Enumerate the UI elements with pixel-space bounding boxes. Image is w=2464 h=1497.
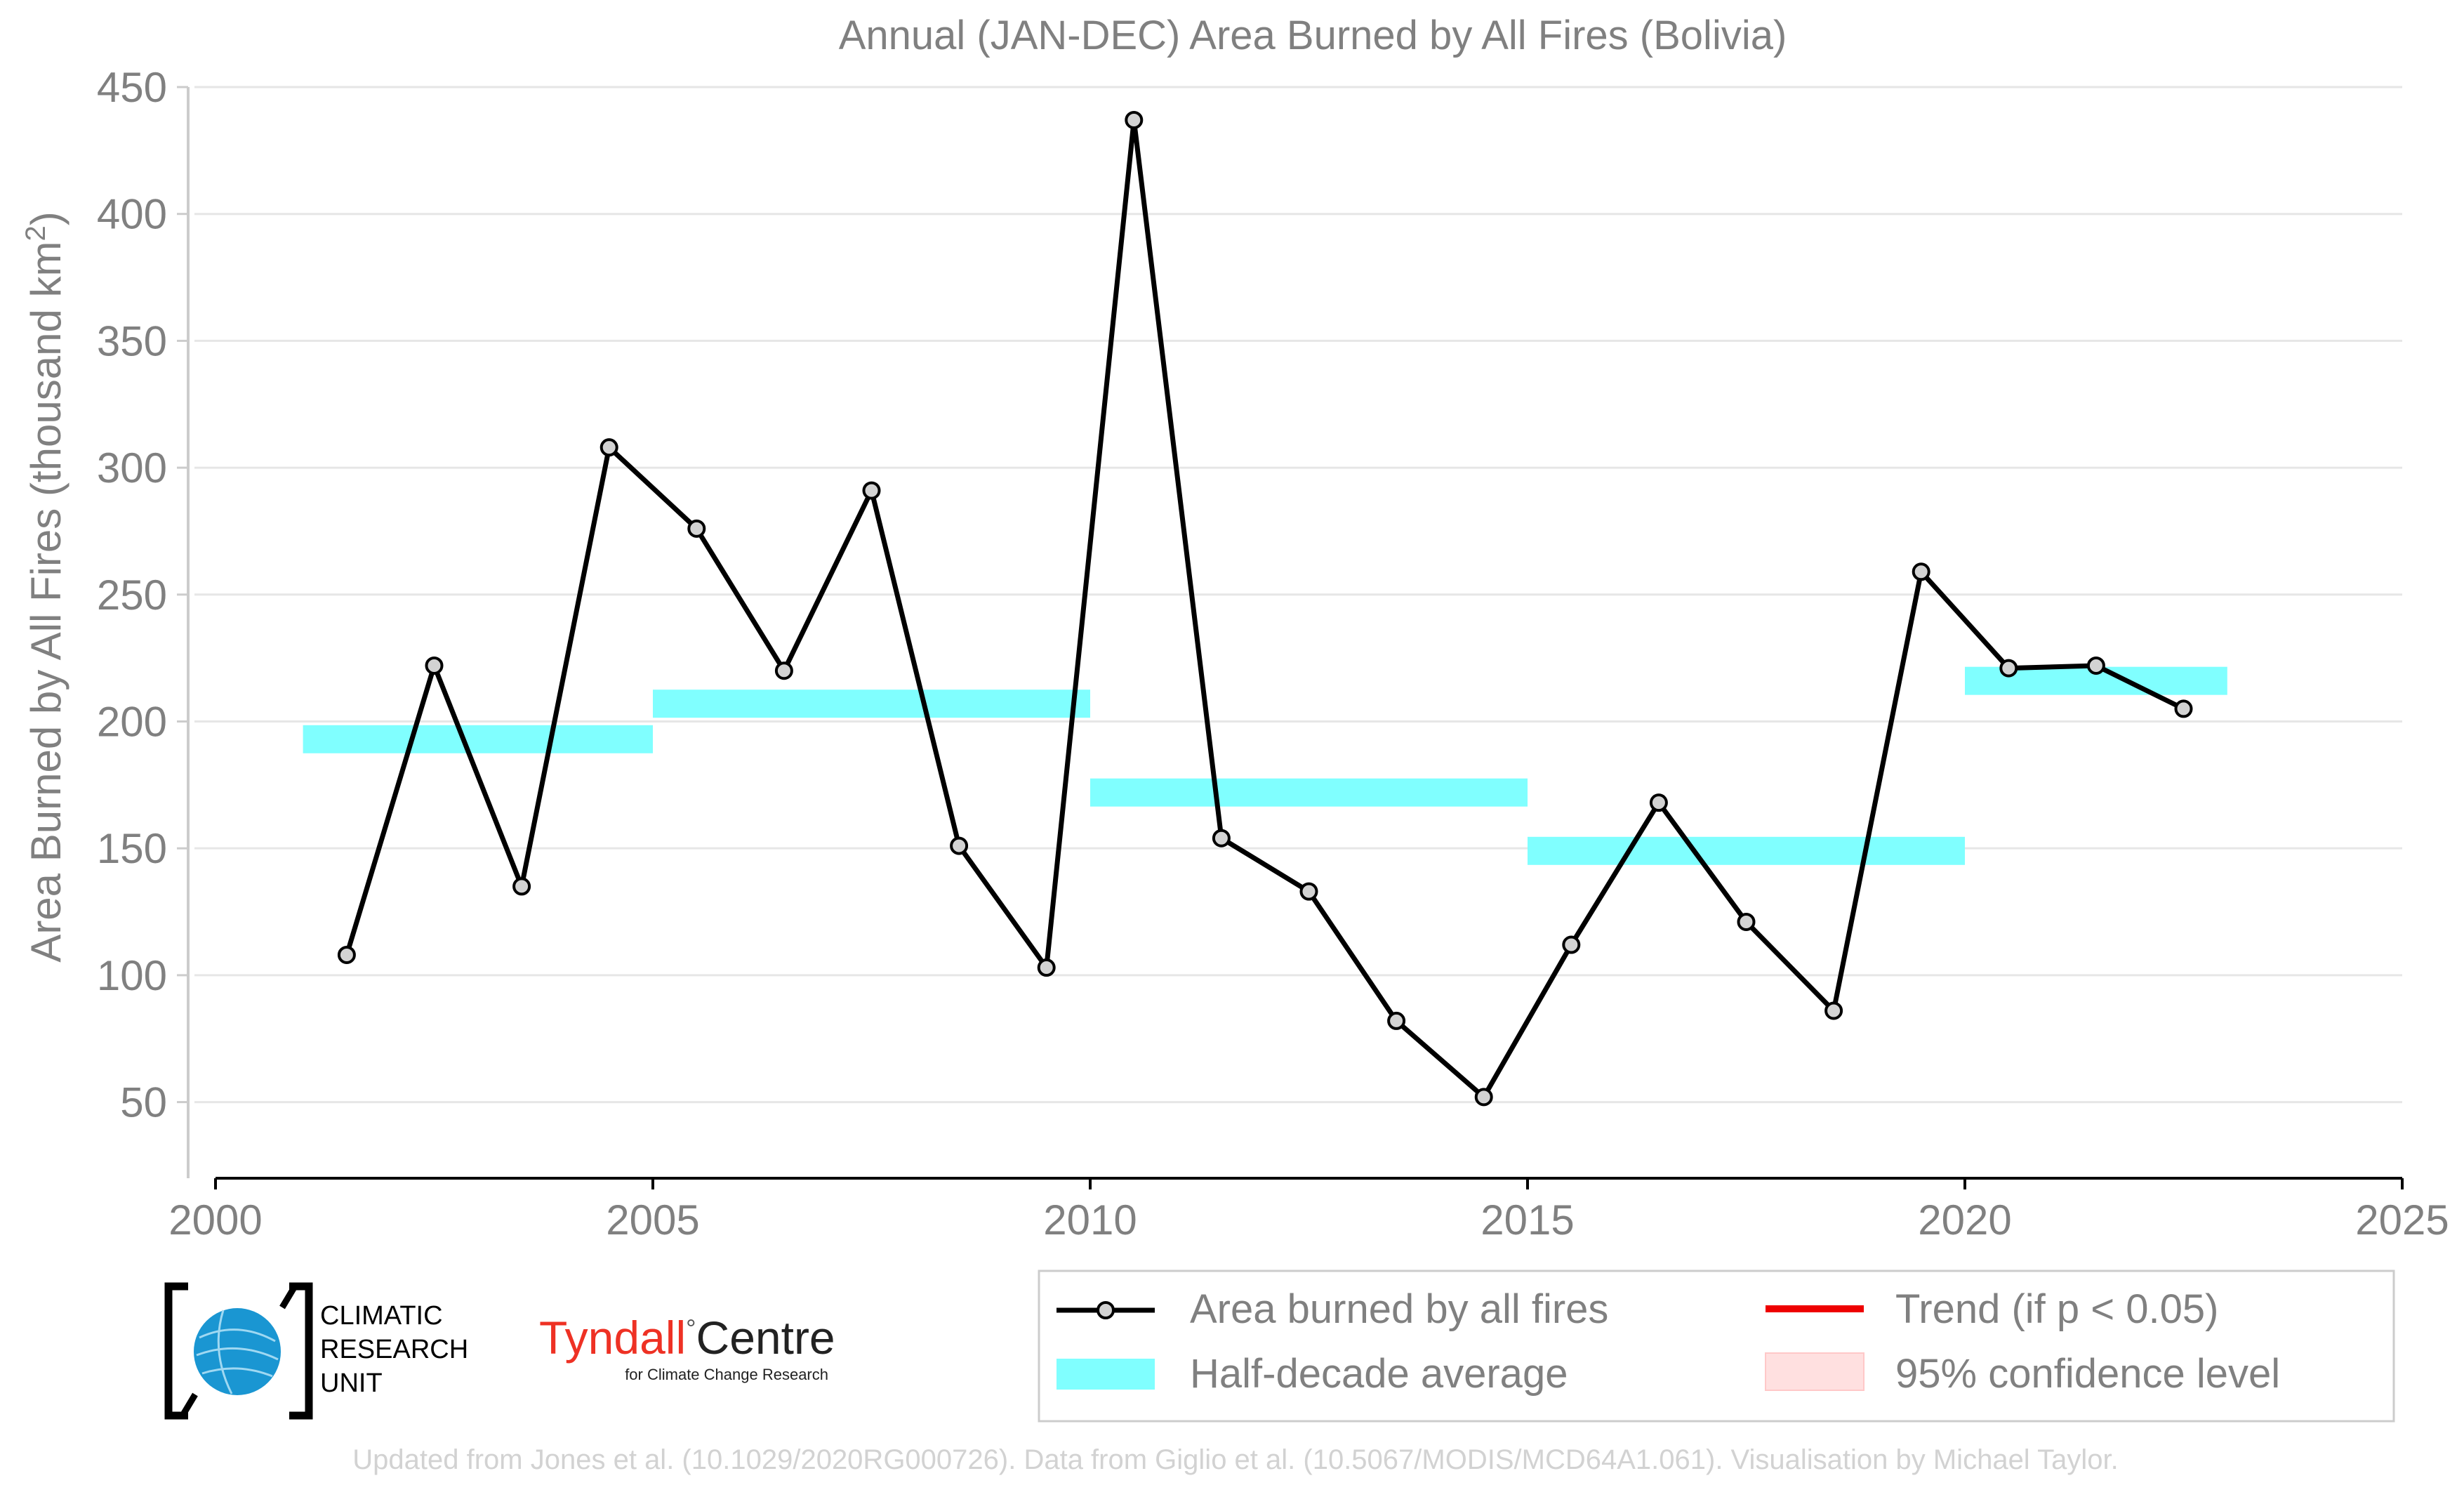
y-tick-label: 100 xyxy=(97,952,167,999)
data-point xyxy=(1299,882,1318,901)
y-axis-label-superscript: 2 xyxy=(20,225,51,241)
data-point xyxy=(1474,1088,1493,1107)
y-tick-label: 400 xyxy=(97,191,167,238)
y-axis-label-close: ) xyxy=(22,211,69,225)
tyndall-centre: Centre xyxy=(696,1312,835,1364)
y-axis-ticks: 50 100 150 200 250 300 350 400 450 xyxy=(97,64,188,1126)
data-point xyxy=(1037,958,1056,977)
half-decade-band xyxy=(1090,778,1528,807)
y-tick-label: 50 xyxy=(120,1079,167,1126)
legend-label-confidence: 95% confidence level xyxy=(1895,1351,2280,1397)
y-tick-label: 450 xyxy=(97,64,167,111)
tyndall-wordmark: Tyndall°Centre xyxy=(539,1312,835,1364)
cru-logo-bracket-right xyxy=(289,1282,313,1420)
data-point xyxy=(337,945,356,964)
data-point xyxy=(774,661,793,680)
x-tick-label: 2000 xyxy=(168,1196,262,1244)
y-axis-label-main: Area Burned by All Fires (thousand km xyxy=(22,242,69,963)
footer-credits: Updated from Jones et al. (10.1029/2020R… xyxy=(352,1444,2118,1475)
cru-text-line-2: RESEARCH xyxy=(320,1335,468,1364)
legend-band-swatch xyxy=(1057,1359,1155,1390)
cru-logo: CLIMATIC RESEARCH UNIT xyxy=(164,1282,468,1420)
gridlines xyxy=(194,86,2402,1104)
y-axis-label: Area Burned by All Fires (thousand km2) xyxy=(20,211,69,962)
data-point xyxy=(1562,935,1581,954)
data-point xyxy=(1125,110,1144,129)
data-point xyxy=(1212,829,1231,848)
data-point xyxy=(1649,793,1668,812)
series-markers xyxy=(337,110,2193,1107)
half-decade-bands xyxy=(303,666,2227,865)
y-tick-label: 200 xyxy=(97,698,167,745)
tyndall-name: Tyndall xyxy=(539,1312,686,1364)
x-tick-label: 2020 xyxy=(1918,1196,2011,1244)
globe-icon xyxy=(194,1308,281,1395)
data-point xyxy=(1912,562,1930,581)
legend-label-half-decade: Half-decade average xyxy=(1190,1351,1568,1397)
x-tick-label: 2015 xyxy=(1481,1196,1574,1244)
tyndall-degree: ° xyxy=(686,1314,696,1343)
series-line-area-burned xyxy=(344,117,2185,1100)
cru-logo-slash-bottom xyxy=(180,1392,198,1418)
data-point xyxy=(512,877,531,896)
y-tick-label: 300 xyxy=(97,444,167,492)
y-tick-label: 350 xyxy=(97,317,167,364)
data-point xyxy=(1387,1011,1406,1030)
data-point xyxy=(1999,659,2018,678)
legend-confidence-swatch xyxy=(1765,1352,1864,1391)
legend-box xyxy=(1038,1270,2395,1423)
x-tick-label: 2010 xyxy=(1043,1196,1137,1244)
data-point xyxy=(425,656,444,675)
half-decade-band xyxy=(653,690,1090,718)
x-tick-label: 2005 xyxy=(606,1196,699,1244)
tyndall-subtitle: for Climate Change Research xyxy=(625,1366,828,1383)
y-tick-label: 150 xyxy=(97,825,167,872)
legend: Area burned by all fires Half-decade ave… xyxy=(1038,1270,2395,1423)
half-decade-band xyxy=(1528,836,1965,865)
chart-title: Annual (JAN-DEC) Area Burned by All Fire… xyxy=(839,13,1787,58)
legend-marker-swatch xyxy=(1097,1301,1115,1319)
tyndall-logo: Tyndall°Centre for Climate Change Resear… xyxy=(539,1312,835,1383)
data-point xyxy=(2174,699,2193,718)
data-point xyxy=(600,438,618,457)
data-point xyxy=(1824,1001,1843,1020)
legend-label-trend: Trend (if p < 0.05) xyxy=(1895,1286,2218,1332)
globe-lines xyxy=(196,1310,279,1394)
legend-label-area-burned: Area burned by all fires xyxy=(1190,1286,1608,1332)
cru-text-line-3: UNIT xyxy=(320,1369,383,1398)
half-decade-band xyxy=(303,725,653,753)
x-axis-ticks: 2000 2005 2010 2015 2020 2025 xyxy=(168,1178,2449,1244)
cru-text-line-1: CLIMATIC xyxy=(320,1301,443,1331)
data-point xyxy=(950,836,969,855)
cru-logo-slash-top xyxy=(279,1284,298,1310)
data-point xyxy=(1737,912,1756,931)
y-tick-label: 250 xyxy=(97,572,167,619)
data-point xyxy=(2086,656,2105,675)
data-point xyxy=(687,519,706,538)
cru-logo-bracket-left xyxy=(164,1282,188,1420)
data-point xyxy=(862,481,881,500)
x-tick-label: 2025 xyxy=(2355,1196,2449,1244)
